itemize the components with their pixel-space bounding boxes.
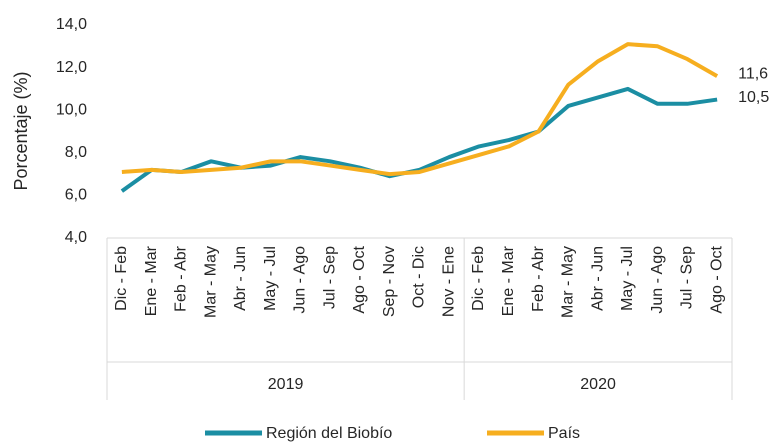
data-label: 11,6 <box>738 65 768 82</box>
y-axis-label: Porcentaje (%) <box>11 71 31 190</box>
x-tick-label: May - Jul <box>619 246 636 311</box>
x-tick-label: May - Jul <box>262 246 279 311</box>
x-tick-label: Ene - Mar <box>500 245 517 316</box>
series-line <box>121 42 719 177</box>
legend-label: Región del Biobío <box>266 425 392 442</box>
y-tick-label: 4,0 <box>65 229 87 246</box>
x-tick-label: Ago - Oct <box>708 245 725 313</box>
x-tick-label: Jun - Ago <box>649 246 666 314</box>
x-tick-label: Feb - Abr <box>173 245 190 311</box>
group-label: 2020 <box>580 376 616 393</box>
x-tick-label: Jun - Ago <box>292 246 309 314</box>
x-tick-label: Ago - Oct <box>351 245 368 313</box>
legend-label: País <box>548 425 580 442</box>
x-tick-label: Ene - Mar <box>143 245 160 316</box>
data-label: 10,5 <box>738 89 769 106</box>
x-tick-label: Mar - May <box>560 246 577 318</box>
x-tick-label: Oct - Dic <box>411 246 428 308</box>
y-tick-label: 14,0 <box>56 16 87 33</box>
x-tick-label: Jul - Sep <box>679 246 696 309</box>
y-tick-label: 6,0 <box>65 187 87 204</box>
x-tick-label: Mar - May <box>202 246 219 318</box>
x-tick-label: Sep - Nov <box>381 246 398 317</box>
y-tick-label: 8,0 <box>65 144 87 161</box>
x-tick-label: Abr - Jun <box>589 246 606 311</box>
x-tick-label: Dic - Feb <box>470 246 487 311</box>
x-tick-label: Feb - Abr <box>530 245 547 311</box>
y-tick-label: 10,0 <box>56 101 87 118</box>
x-tick-label: Jul - Sep <box>321 246 338 309</box>
group-label: 2019 <box>268 376 304 393</box>
y-tick-label: 12,0 <box>56 59 87 76</box>
x-tick-label: Abr - Jun <box>232 246 249 311</box>
series-line <box>120 86 718 193</box>
x-tick-label: Dic - Feb <box>113 246 130 311</box>
x-tick-label: Nov - Ene <box>440 246 457 317</box>
